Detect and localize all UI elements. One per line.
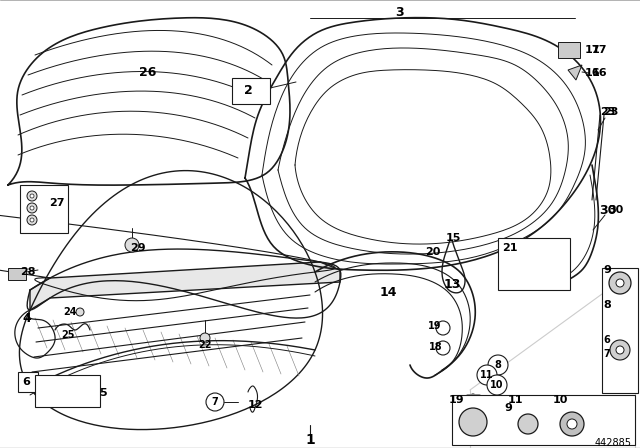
- Circle shape: [488, 355, 508, 375]
- Circle shape: [30, 206, 34, 210]
- Circle shape: [27, 215, 37, 225]
- Text: 8: 8: [495, 360, 501, 370]
- Text: 17: 17: [584, 45, 600, 55]
- Circle shape: [504, 411, 512, 419]
- Text: 27: 27: [49, 198, 65, 208]
- Text: 5: 5: [99, 388, 107, 398]
- Circle shape: [477, 365, 497, 385]
- Text: 9: 9: [504, 403, 512, 413]
- Bar: [35, 375, 100, 407]
- Text: 29: 29: [130, 243, 146, 253]
- Circle shape: [125, 238, 139, 252]
- Text: 15: 15: [445, 233, 461, 243]
- Text: 3: 3: [396, 7, 404, 20]
- Text: 19: 19: [449, 395, 465, 405]
- Circle shape: [610, 340, 630, 360]
- Text: 6: 6: [604, 335, 611, 345]
- Text: 23: 23: [603, 107, 618, 117]
- Text: 12: 12: [247, 400, 263, 410]
- Text: 16: 16: [592, 68, 607, 78]
- Circle shape: [30, 194, 34, 198]
- Circle shape: [30, 218, 34, 222]
- Text: 30: 30: [599, 203, 617, 216]
- Bar: [232, 78, 270, 104]
- Text: 442885: 442885: [595, 438, 632, 448]
- Text: 6: 6: [22, 377, 30, 387]
- Text: 10: 10: [490, 380, 504, 390]
- Bar: [452, 395, 635, 445]
- Text: 18: 18: [429, 342, 443, 352]
- Circle shape: [616, 346, 624, 354]
- Text: 28: 28: [20, 267, 35, 277]
- Text: 7: 7: [212, 397, 218, 407]
- Text: 10: 10: [552, 395, 568, 405]
- Text: 22: 22: [198, 340, 212, 350]
- Polygon shape: [610, 410, 628, 440]
- Circle shape: [487, 375, 507, 395]
- Polygon shape: [568, 65, 582, 80]
- Text: 19: 19: [428, 321, 442, 331]
- Text: 4: 4: [22, 311, 31, 324]
- Circle shape: [459, 408, 487, 436]
- Text: 8: 8: [603, 300, 611, 310]
- Text: 30: 30: [608, 205, 623, 215]
- Text: 25: 25: [61, 330, 75, 340]
- Text: 24: 24: [63, 307, 77, 317]
- Circle shape: [27, 203, 37, 213]
- Bar: [20, 185, 68, 233]
- Circle shape: [567, 419, 577, 429]
- Bar: [498, 238, 570, 290]
- Bar: [558, 42, 580, 58]
- Circle shape: [27, 191, 37, 201]
- Circle shape: [518, 414, 538, 434]
- Text: 11: 11: [508, 395, 523, 405]
- Text: 26: 26: [140, 65, 157, 78]
- Text: 21: 21: [502, 243, 518, 253]
- Text: 2: 2: [244, 85, 252, 98]
- Text: 13: 13: [444, 279, 461, 292]
- Circle shape: [616, 279, 624, 287]
- Text: 20: 20: [426, 247, 441, 257]
- Text: 7: 7: [604, 349, 611, 359]
- Bar: [602, 268, 638, 393]
- Circle shape: [560, 412, 584, 436]
- Bar: [8, 268, 26, 280]
- Text: 11: 11: [480, 370, 493, 380]
- Text: 17: 17: [592, 45, 607, 55]
- Circle shape: [436, 341, 450, 355]
- Polygon shape: [30, 262, 340, 310]
- Circle shape: [200, 333, 210, 343]
- Text: 23: 23: [600, 107, 616, 117]
- Circle shape: [76, 308, 84, 316]
- Text: 9: 9: [603, 265, 611, 275]
- Text: 14: 14: [380, 285, 397, 298]
- Circle shape: [206, 393, 224, 411]
- Text: 1: 1: [305, 433, 315, 447]
- Text: 16: 16: [584, 68, 600, 78]
- Circle shape: [609, 272, 631, 294]
- Circle shape: [436, 321, 450, 335]
- Bar: [18, 372, 38, 392]
